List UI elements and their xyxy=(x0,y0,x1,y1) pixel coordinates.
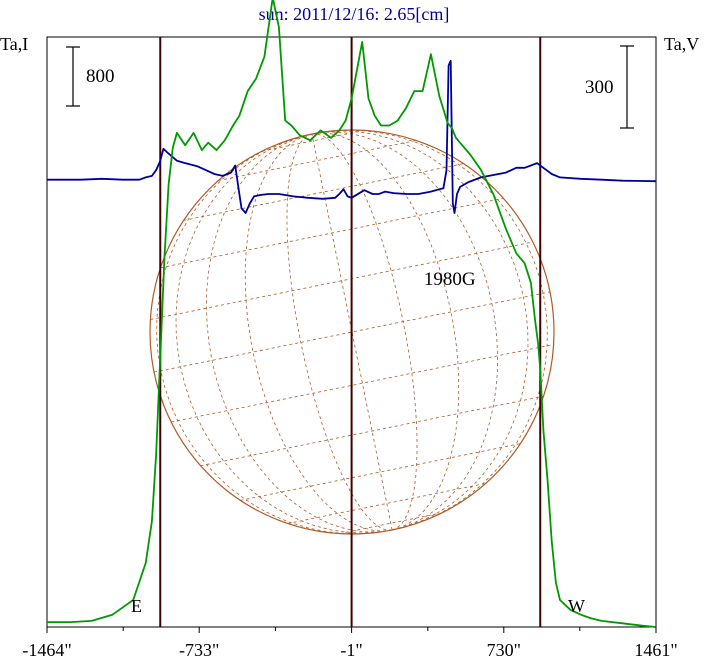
sun-parallel xyxy=(160,197,504,269)
sun-meridian xyxy=(311,133,418,531)
series-intensity-line xyxy=(47,0,657,628)
sun-meridian xyxy=(311,129,548,531)
sun-meridian xyxy=(311,130,529,531)
scale-bar-right-label: 300 xyxy=(585,77,614,98)
x-tick-label: -1" xyxy=(340,640,362,660)
left-axis-label: Ta,I xyxy=(0,34,28,54)
limb-label-west: W xyxy=(568,596,585,616)
series-layer xyxy=(47,0,657,628)
right-axis-label: Ta,V xyxy=(664,34,699,54)
sun-parallel xyxy=(218,140,417,182)
series-polarization-line xyxy=(47,59,657,214)
sun-parallel xyxy=(171,344,554,423)
sun-parallel xyxy=(153,291,551,373)
annotation-1980g: 1980G xyxy=(424,269,476,290)
x-tick-label: 730" xyxy=(487,640,521,660)
x-tick-label: -733" xyxy=(179,640,219,660)
sun-meridian xyxy=(156,133,393,535)
scale-bar-left-label: 800 xyxy=(86,66,115,87)
x-tick-label: 1461" xyxy=(634,640,677,660)
sun-parallel xyxy=(200,395,544,467)
scale-bar-right: 300 xyxy=(585,45,634,129)
scale-bar-left: 800 xyxy=(66,46,115,107)
sun-meridian xyxy=(205,133,393,533)
limb-label-east: E xyxy=(131,596,142,616)
x-tick-label: -1464" xyxy=(22,640,71,660)
x-axis-ticks: -1464" -733" -1" 730" 1461" xyxy=(22,627,678,660)
chart-title: sun: 2011/12/16: 2.65[cm] xyxy=(259,4,450,24)
vertical-markers xyxy=(159,37,542,627)
sun-meridian xyxy=(286,133,393,531)
sun-parallel xyxy=(150,241,533,320)
sun-meridian xyxy=(311,131,499,531)
sun-parallel xyxy=(287,482,486,524)
sun-meridian xyxy=(175,133,393,534)
